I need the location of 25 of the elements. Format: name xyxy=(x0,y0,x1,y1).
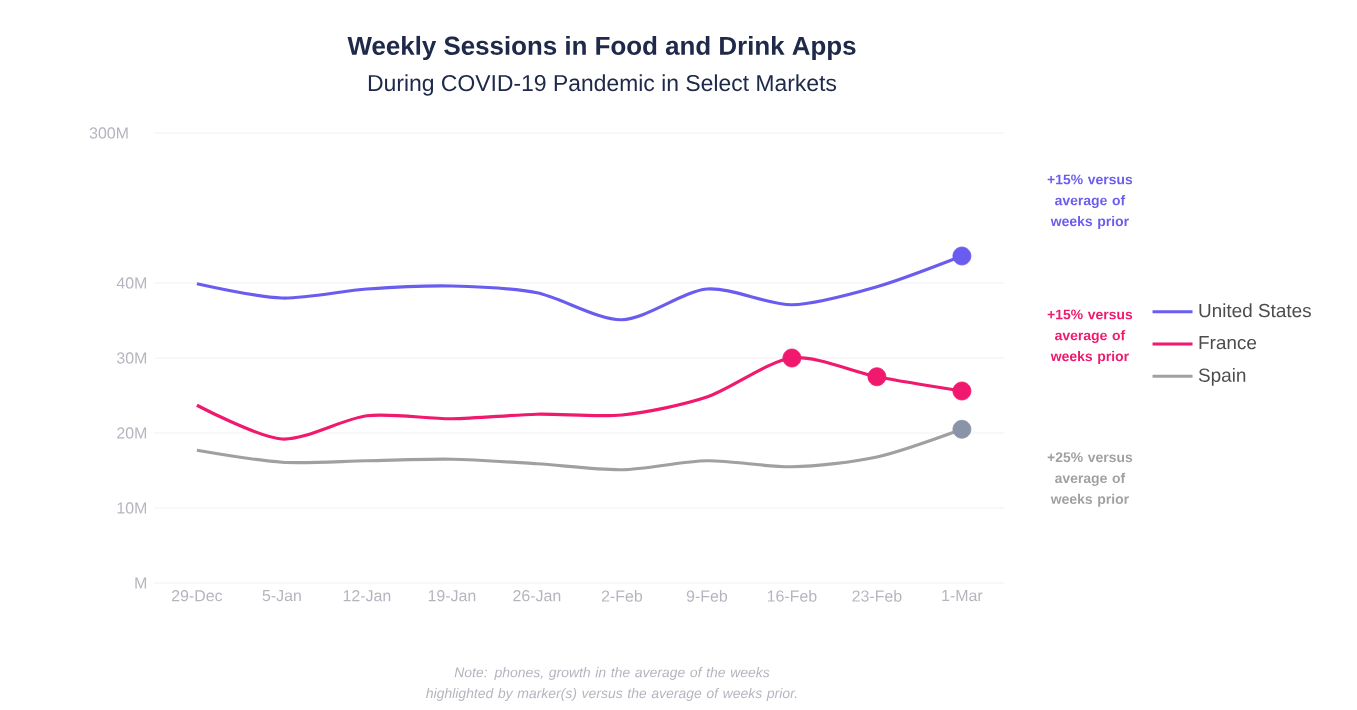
y-tick-label: 30M xyxy=(116,352,147,364)
y-tick-label: 40M xyxy=(116,277,147,289)
legend-label: United States xyxy=(1199,303,1311,318)
text: +15% versus average of weeks prior xyxy=(1047,174,1133,229)
x-tick-label: 9-Feb xyxy=(686,590,728,602)
x-tick-label: 12-Jan xyxy=(343,590,391,602)
text: 300M xyxy=(89,127,128,139)
x-tick-label: 5-Jan xyxy=(262,590,301,602)
text: +25% versus average of weeks prior xyxy=(1047,452,1133,507)
x-tick-label: 23-Feb xyxy=(852,590,902,602)
chart-subtitle: During COVID-19 Pandemic in Select Markets xyxy=(368,74,837,96)
x-tick-label: 29-Dec xyxy=(172,590,223,602)
x-tick-label: 26-Jan xyxy=(513,590,561,602)
y-tick-label: M xyxy=(135,577,147,589)
x-tick-label: 2-Feb xyxy=(601,590,643,602)
text: Note: phones, growth in the average of the weeks highlighted by marker(s) versus the average of weeks prior. xyxy=(426,667,797,701)
legend-label: Spain xyxy=(1198,368,1246,386)
x-tick-label: 1-Mar xyxy=(942,590,983,602)
y-tick-label: 20M xyxy=(117,427,147,439)
legend-label: France xyxy=(1199,336,1257,350)
x-tick-label: 16-Feb xyxy=(767,590,817,602)
text: +15% versus average of weeks prior xyxy=(1047,309,1133,364)
x-tick-label: 19-Jan xyxy=(428,590,476,602)
chart-title: Weekly Sessions in Food and Drink Apps xyxy=(347,35,856,61)
y-tick-label: 10M xyxy=(117,502,147,514)
